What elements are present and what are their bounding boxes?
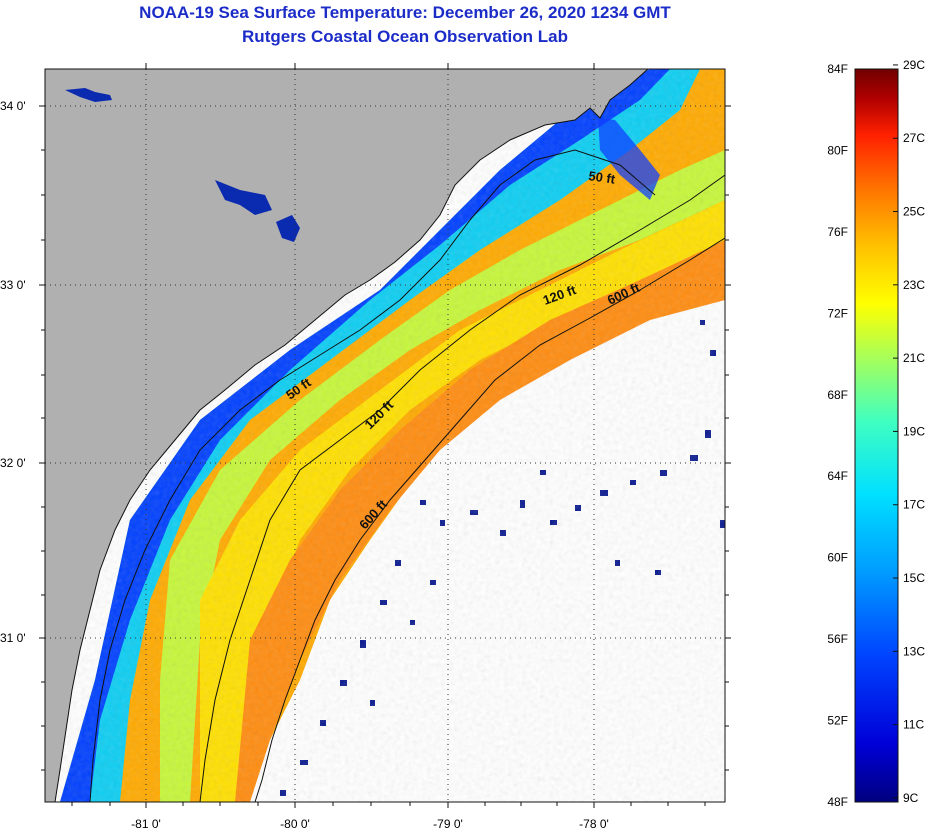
celsius-label: 19C bbox=[903, 424, 925, 438]
celsius-label: 13C bbox=[903, 644, 925, 658]
celsius-label: 9C bbox=[903, 791, 919, 805]
fahrenheit-label: 68F bbox=[827, 388, 848, 402]
fahrenheit-label: 52F bbox=[827, 714, 848, 728]
lon-label-81: -81 0' bbox=[131, 817, 161, 831]
lon-label-79: -79 0' bbox=[433, 817, 463, 831]
fahrenheit-labels: 84F 80F 76F 72F 68F 64F 60F 56F 52F 48F bbox=[827, 62, 848, 809]
lat-label-34: 34 0' bbox=[0, 99, 26, 113]
lat-label-33: 33 0' bbox=[0, 278, 26, 292]
map-title: NOAA-19 Sea Surface Temperature: Decembe… bbox=[139, 3, 671, 22]
fahrenheit-label: 72F bbox=[827, 306, 848, 320]
lake-waccamaw bbox=[65, 88, 112, 102]
fahrenheit-label: 84F bbox=[827, 62, 848, 76]
isobath-600ft bbox=[254, 237, 725, 802]
celsius-label: 25C bbox=[903, 205, 925, 219]
celsius-label: 29C bbox=[903, 58, 925, 72]
lat-label-32: 32 0' bbox=[0, 456, 26, 470]
axis-ticks bbox=[39, 63, 731, 808]
celsius-label: 11C bbox=[903, 718, 924, 732]
contour-label-50ft-north: 50 ft bbox=[588, 168, 617, 187]
fahrenheit-label: 80F bbox=[827, 143, 848, 157]
lake-moultrie bbox=[276, 215, 300, 242]
graticule bbox=[45, 69, 725, 802]
celsius-label: 23C bbox=[903, 278, 925, 292]
fahrenheit-label: 64F bbox=[827, 469, 848, 483]
lon-label-80: -80 0' bbox=[280, 817, 310, 831]
isobath-50ft bbox=[89, 149, 656, 802]
celsius-labels: 29C 27C 25C 23C 21C 19C 17C 15C 13C 11C 9C bbox=[903, 58, 925, 805]
lake-marion bbox=[215, 180, 272, 215]
celsius-label: 17C bbox=[903, 498, 925, 512]
celsius-label: 27C bbox=[903, 131, 925, 145]
map-subtitle: Rutgers Coastal Ocean Observation Lab bbox=[242, 27, 568, 46]
lat-label-31: 31 0' bbox=[0, 631, 26, 645]
map-frame bbox=[44, 68, 726, 803]
cape-fear-plume bbox=[598, 118, 660, 200]
color-scale-bar bbox=[854, 68, 899, 803]
isobath-120ft bbox=[199, 174, 725, 802]
fahrenheit-label: 48F bbox=[827, 795, 848, 809]
celsius-label: 15C bbox=[903, 571, 925, 585]
land-mass bbox=[45, 69, 648, 802]
color-scale-ticks bbox=[893, 64, 898, 799]
fahrenheit-label: 76F bbox=[827, 225, 848, 239]
coastline bbox=[54, 69, 649, 802]
lon-label-78: -78 0' bbox=[579, 817, 609, 831]
fahrenheit-label: 60F bbox=[827, 551, 848, 565]
celsius-label: 21C bbox=[903, 351, 925, 365]
fahrenheit-label: 56F bbox=[827, 632, 848, 646]
